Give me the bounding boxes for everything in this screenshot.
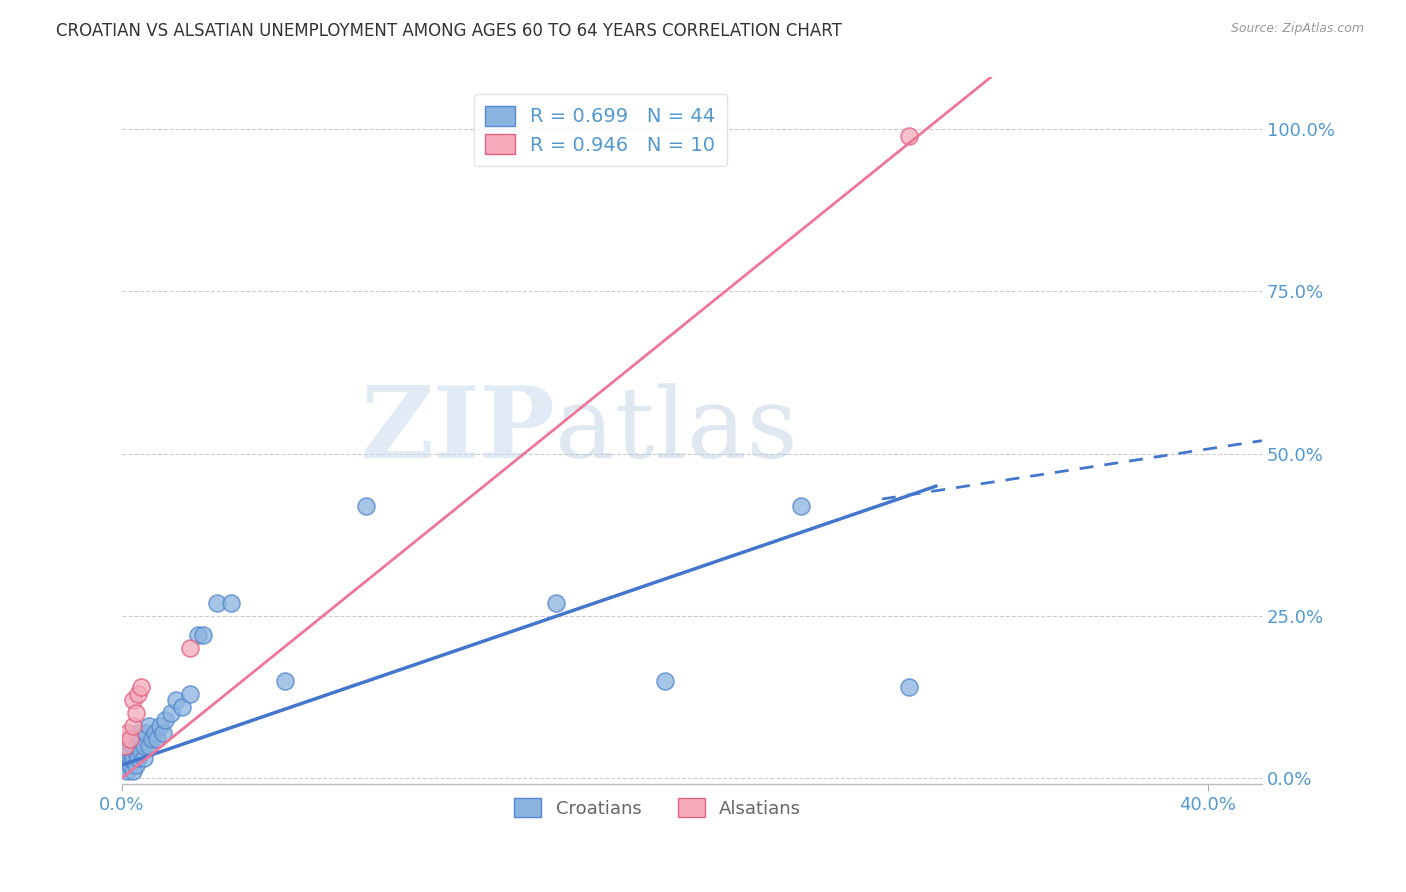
Point [122, 751, 145, 765]
Point [193, 628, 215, 642]
Point [138, 739, 160, 753]
Point [187, 628, 209, 642]
Text: Source: ZipAtlas.com: Source: ZipAtlas.com [1230, 22, 1364, 36]
Point [898, 128, 921, 143]
Point [127, 751, 149, 765]
Point [132, 751, 155, 765]
Point [143, 725, 166, 739]
Point [117, 739, 139, 753]
Point [179, 687, 201, 701]
Point [654, 673, 676, 688]
Point [219, 596, 242, 610]
Point [127, 739, 149, 753]
Point [160, 706, 183, 720]
Point [120, 732, 142, 747]
Point [124, 758, 146, 772]
Point [129, 732, 152, 747]
Point [120, 732, 142, 747]
Point [179, 641, 201, 656]
Point [124, 745, 146, 759]
Point [165, 693, 187, 707]
Point [127, 725, 149, 739]
Point [170, 699, 193, 714]
Text: atlas: atlas [555, 383, 799, 479]
Point [898, 680, 921, 694]
Point [138, 719, 160, 733]
Point [789, 499, 811, 513]
Text: CROATIAN VS ALSATIAN UNEMPLOYMENT AMONG AGES 60 TO 64 YEARS CORRELATION CHART: CROATIAN VS ALSATIAN UNEMPLOYMENT AMONG … [56, 22, 842, 40]
Point [120, 745, 142, 759]
Point [129, 745, 152, 759]
Point [546, 596, 568, 610]
Point [117, 725, 139, 739]
Point [356, 499, 378, 513]
Point [146, 732, 169, 747]
Point [124, 732, 146, 747]
Point [274, 673, 297, 688]
Point [122, 693, 145, 707]
Point [149, 719, 172, 733]
Point [114, 745, 136, 759]
Legend: Croatians, Alsatians: Croatians, Alsatians [508, 791, 808, 825]
Point [132, 739, 155, 753]
Point [120, 758, 142, 772]
Point [117, 764, 139, 779]
Point [205, 596, 228, 610]
Point [117, 751, 139, 765]
Point [127, 687, 149, 701]
Point [129, 680, 152, 694]
Point [114, 758, 136, 772]
Point [155, 713, 177, 727]
Point [124, 706, 146, 720]
Point [152, 725, 174, 739]
Point [122, 739, 145, 753]
Point [122, 764, 145, 779]
Text: ZIP: ZIP [360, 383, 555, 479]
Point [135, 725, 157, 739]
Point [114, 739, 136, 753]
Point [122, 719, 145, 733]
Point [141, 732, 163, 747]
